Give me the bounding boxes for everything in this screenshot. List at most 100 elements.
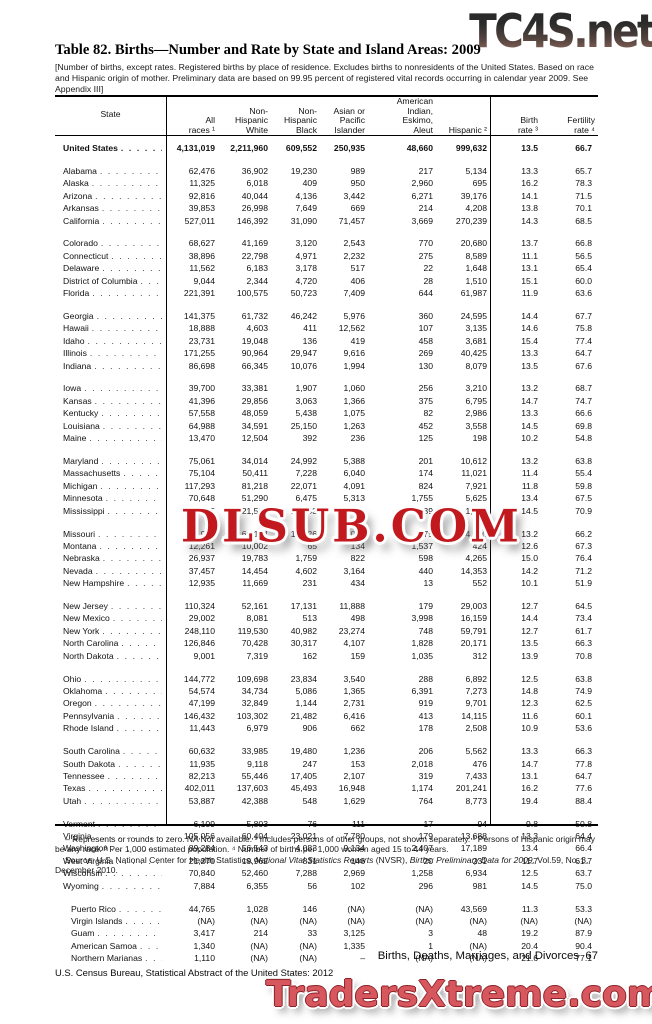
table-row: Oklahoma 54,574 34,734 5,086 1,365 6,391 7,273… <box>55 685 598 697</box>
table-row: New Jersey 110,324 52,161 17,131 11,888 179 29… <box>55 600 598 612</box>
value-cell: 146 <box>302 903 317 914</box>
value-cell: 6,892 <box>465 673 487 684</box>
dot-leader <box>117 711 162 721</box>
value-cell: 4,290 <box>465 528 487 539</box>
value-cell: 360 <box>418 310 433 321</box>
value-cell: (NA) <box>520 916 538 926</box>
value-cell: 54,574 <box>188 686 215 696</box>
value-cell: 17,131 <box>290 601 317 612</box>
value-cell: 61.7 <box>575 625 592 636</box>
state-name: Michigan <box>63 480 98 491</box>
value-cell: 11.4 <box>521 468 538 479</box>
column-header: Non- Hispanic Black <box>284 105 317 135</box>
table-row: Puerto Rico 44,765 1,028 146 (NA) (NA) 43,569 1… <box>55 903 598 915</box>
table-row: Tennessee 82,213 55,446 17,405 2,107 319 7,433… <box>55 770 598 782</box>
value-cell: 4,083 <box>295 843 317 854</box>
value-cell: 29,002 <box>188 613 215 624</box>
value-cell: 1,110 <box>194 953 215 964</box>
value-cell: 14,454 <box>241 565 268 576</box>
state-name: Georgia <box>63 310 94 321</box>
value-cell: 2,986 <box>465 408 487 419</box>
table-row: Texas 402,011 137,603 45,493 16,948 1,174 201,… <box>55 782 598 794</box>
value-cell: 3,681 <box>465 335 487 346</box>
value-cell: 59.8 <box>575 480 592 491</box>
value-cell: (NA) <box>299 953 317 964</box>
table-title: Table 82. Births—Number and Rate by Stat… <box>55 42 481 58</box>
state-name: Nevada <box>63 565 93 576</box>
value-cell: 42,905 <box>188 505 215 516</box>
value-cell: 65.4 <box>575 263 592 274</box>
column-header: American Indian, Eskimo, Aleut <box>396 96 433 135</box>
value-cell: 517 <box>350 263 365 274</box>
value-cell: 32,849 <box>241 698 268 709</box>
value-cell: 51,290 <box>241 493 268 504</box>
table-top-rule <box>55 95 598 97</box>
value-cell: 14,115 <box>461 710 487 721</box>
table-row: Northern Marianas 1,110 (NA) (NA) – (NA) (NA) 2… <box>55 952 598 964</box>
group-spacer <box>55 299 598 310</box>
state-name: West Virginia <box>63 855 114 866</box>
value-cell: 5,438 <box>295 408 317 419</box>
value-cell: 16,159 <box>460 613 487 624</box>
state-name-cell: Connecticut <box>55 250 166 262</box>
value-cell: 40,044 <box>241 190 268 201</box>
value-cell: 67.7 <box>575 310 592 321</box>
value-cell: 3,164 <box>343 565 365 576</box>
state-name-cell: Florida <box>55 287 166 299</box>
value-cell: 9,044 <box>193 275 215 286</box>
value-cell: 37,457 <box>188 565 215 576</box>
value-cell: 90,964 <box>241 348 268 359</box>
table-row: Maine 13,470 12,504 392 236 125 198 10.2 54.8 <box>55 432 598 444</box>
table-row: Nevada 37,457 14,454 4,602 3,164 440 14,353 14.… <box>55 565 598 577</box>
value-cell: 20 <box>423 855 433 866</box>
value-cell: 11.9 <box>521 288 538 299</box>
value-cell: (NA) <box>347 916 365 926</box>
state-name-cell: Oregon <box>55 697 166 709</box>
state-name-cell: Minnesota <box>55 492 166 504</box>
value-cell: 75.0 <box>575 880 592 891</box>
state-name-cell: Utah <box>55 795 166 807</box>
state-name: American Samoa <box>71 940 137 951</box>
value-cell: 989 <box>350 165 365 176</box>
table-row: West Virginia 21,270 19,962 831 146 20 231 11.7… <box>55 855 598 867</box>
column-header: All races ¹ <box>188 115 215 135</box>
value-cell: 419 <box>350 335 365 346</box>
value-cell: 14.2 <box>521 565 538 576</box>
value-cell: 17 <box>368 818 436 830</box>
value-cell: 1,335 <box>343 940 365 951</box>
value-cell: 23,834 <box>290 673 317 684</box>
value-cell: 552 <box>472 578 487 589</box>
value-cell: 19,048 <box>241 335 268 346</box>
births-table: State All races ¹ Non- Hispanic White Non- Hisp… <box>55 96 598 965</box>
state-name-cell: New Jersey <box>55 600 166 612</box>
table-row: Iowa 39,700 33,381 1,907 1,060 256 3,210 13.2 68… <box>55 382 598 394</box>
table-bottom-rule <box>55 824 598 826</box>
value-cell: 44,765 <box>188 903 215 914</box>
value-cell: (NA) <box>250 953 268 964</box>
value-cell: 19,230 <box>290 165 317 176</box>
state-name: New Mexico <box>63 613 110 624</box>
value-cell: 250,935 <box>333 142 365 153</box>
value-cell: 60,404 <box>241 831 268 842</box>
value-cell: 11,021 <box>461 468 487 479</box>
table-row: Indiana 86,698 66,345 10,076 1,994 130 8,079 13… <box>55 360 598 372</box>
value-cell: (NA) <box>574 916 592 926</box>
table-row: South Dakota 11,935 9,118 247 153 2,018 476 14.… <box>55 758 598 770</box>
value-cell: 513 <box>302 613 317 624</box>
value-cell: 66.6 <box>575 408 592 419</box>
value-cell: 125 <box>418 433 433 444</box>
value-cell: 206 <box>418 746 433 757</box>
state-name: Guam <box>71 928 95 939</box>
value-cell: 339 <box>418 505 433 516</box>
value-cell: 70,648 <box>188 493 215 504</box>
value-cell: 5,086 <box>295 686 317 696</box>
dot-leader <box>89 433 162 443</box>
value-cell: 1,258 <box>411 868 433 879</box>
state-name-cell: Guam <box>55 927 166 939</box>
value-cell: 5,625 <box>465 493 487 504</box>
dot-leader <box>123 468 162 478</box>
value-cell: 73.4 <box>575 613 592 624</box>
table-row: Florida 221,391 100,575 50,723 7,409 644 61,98… <box>55 287 598 299</box>
value-cell: 256 <box>418 383 433 394</box>
value-cell: 4,603 <box>246 323 268 334</box>
